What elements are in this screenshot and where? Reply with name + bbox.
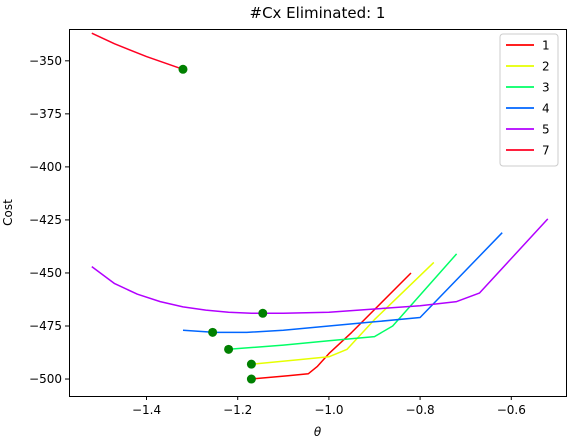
legend-label-4: 4: [542, 102, 550, 116]
chart-title: #Cx Eliminated: 1: [250, 4, 386, 22]
x-tick-label: −1.2: [223, 403, 252, 417]
x-tick-label: −0.8: [406, 403, 435, 417]
legend: 1 2 3 4 5 7: [499, 33, 559, 167]
y-tick-label: −500: [29, 372, 62, 386]
y-tick-label: −375: [29, 107, 62, 121]
legend-label-5: 5: [542, 123, 550, 137]
series-marker-7: [178, 64, 188, 74]
series-marker-2: [246, 359, 256, 369]
series-marker-4: [208, 327, 218, 337]
y-tick-label: −475: [29, 319, 62, 333]
marker-layer: [178, 64, 268, 384]
y-tick-label: −450: [29, 266, 62, 280]
legend-label-3: 3: [542, 81, 550, 95]
series-line-2: [251, 261, 435, 365]
y-axis-ticks: −350 −375 −400 −425 −450 −475 −500: [29, 54, 69, 386]
x-tick-label: −0.6: [497, 403, 526, 417]
x-axis-ticks: −1.4 −1.2 −1.0 −0.8 −0.6: [132, 396, 526, 417]
series-line-3: [228, 253, 458, 351]
series-line-4: [182, 232, 503, 334]
legend-label-1: 1: [542, 39, 550, 53]
y-tick-label: −400: [29, 160, 62, 174]
series-marker-3: [224, 344, 234, 354]
series-marker-1: [246, 374, 256, 384]
legend-label-2: 2: [542, 60, 550, 74]
x-axis-label: θ: [314, 425, 322, 439]
y-axis-label: Cost: [1, 199, 15, 226]
legend-label-7: 7: [542, 144, 550, 158]
x-tick-label: −1.0: [314, 403, 343, 417]
series-layer: [91, 32, 549, 380]
series-line-7: [91, 32, 184, 71]
plot-area: [69, 29, 566, 396]
series-line-5: [91, 218, 549, 315]
x-tick-label: −1.4: [132, 403, 161, 417]
y-tick-label: −425: [29, 213, 62, 227]
legend-box: [499, 33, 559, 167]
plot-frame: [69, 29, 567, 397]
y-tick-label: −350: [29, 54, 62, 68]
series-marker-5: [258, 308, 268, 318]
series-line-1: [251, 272, 412, 380]
